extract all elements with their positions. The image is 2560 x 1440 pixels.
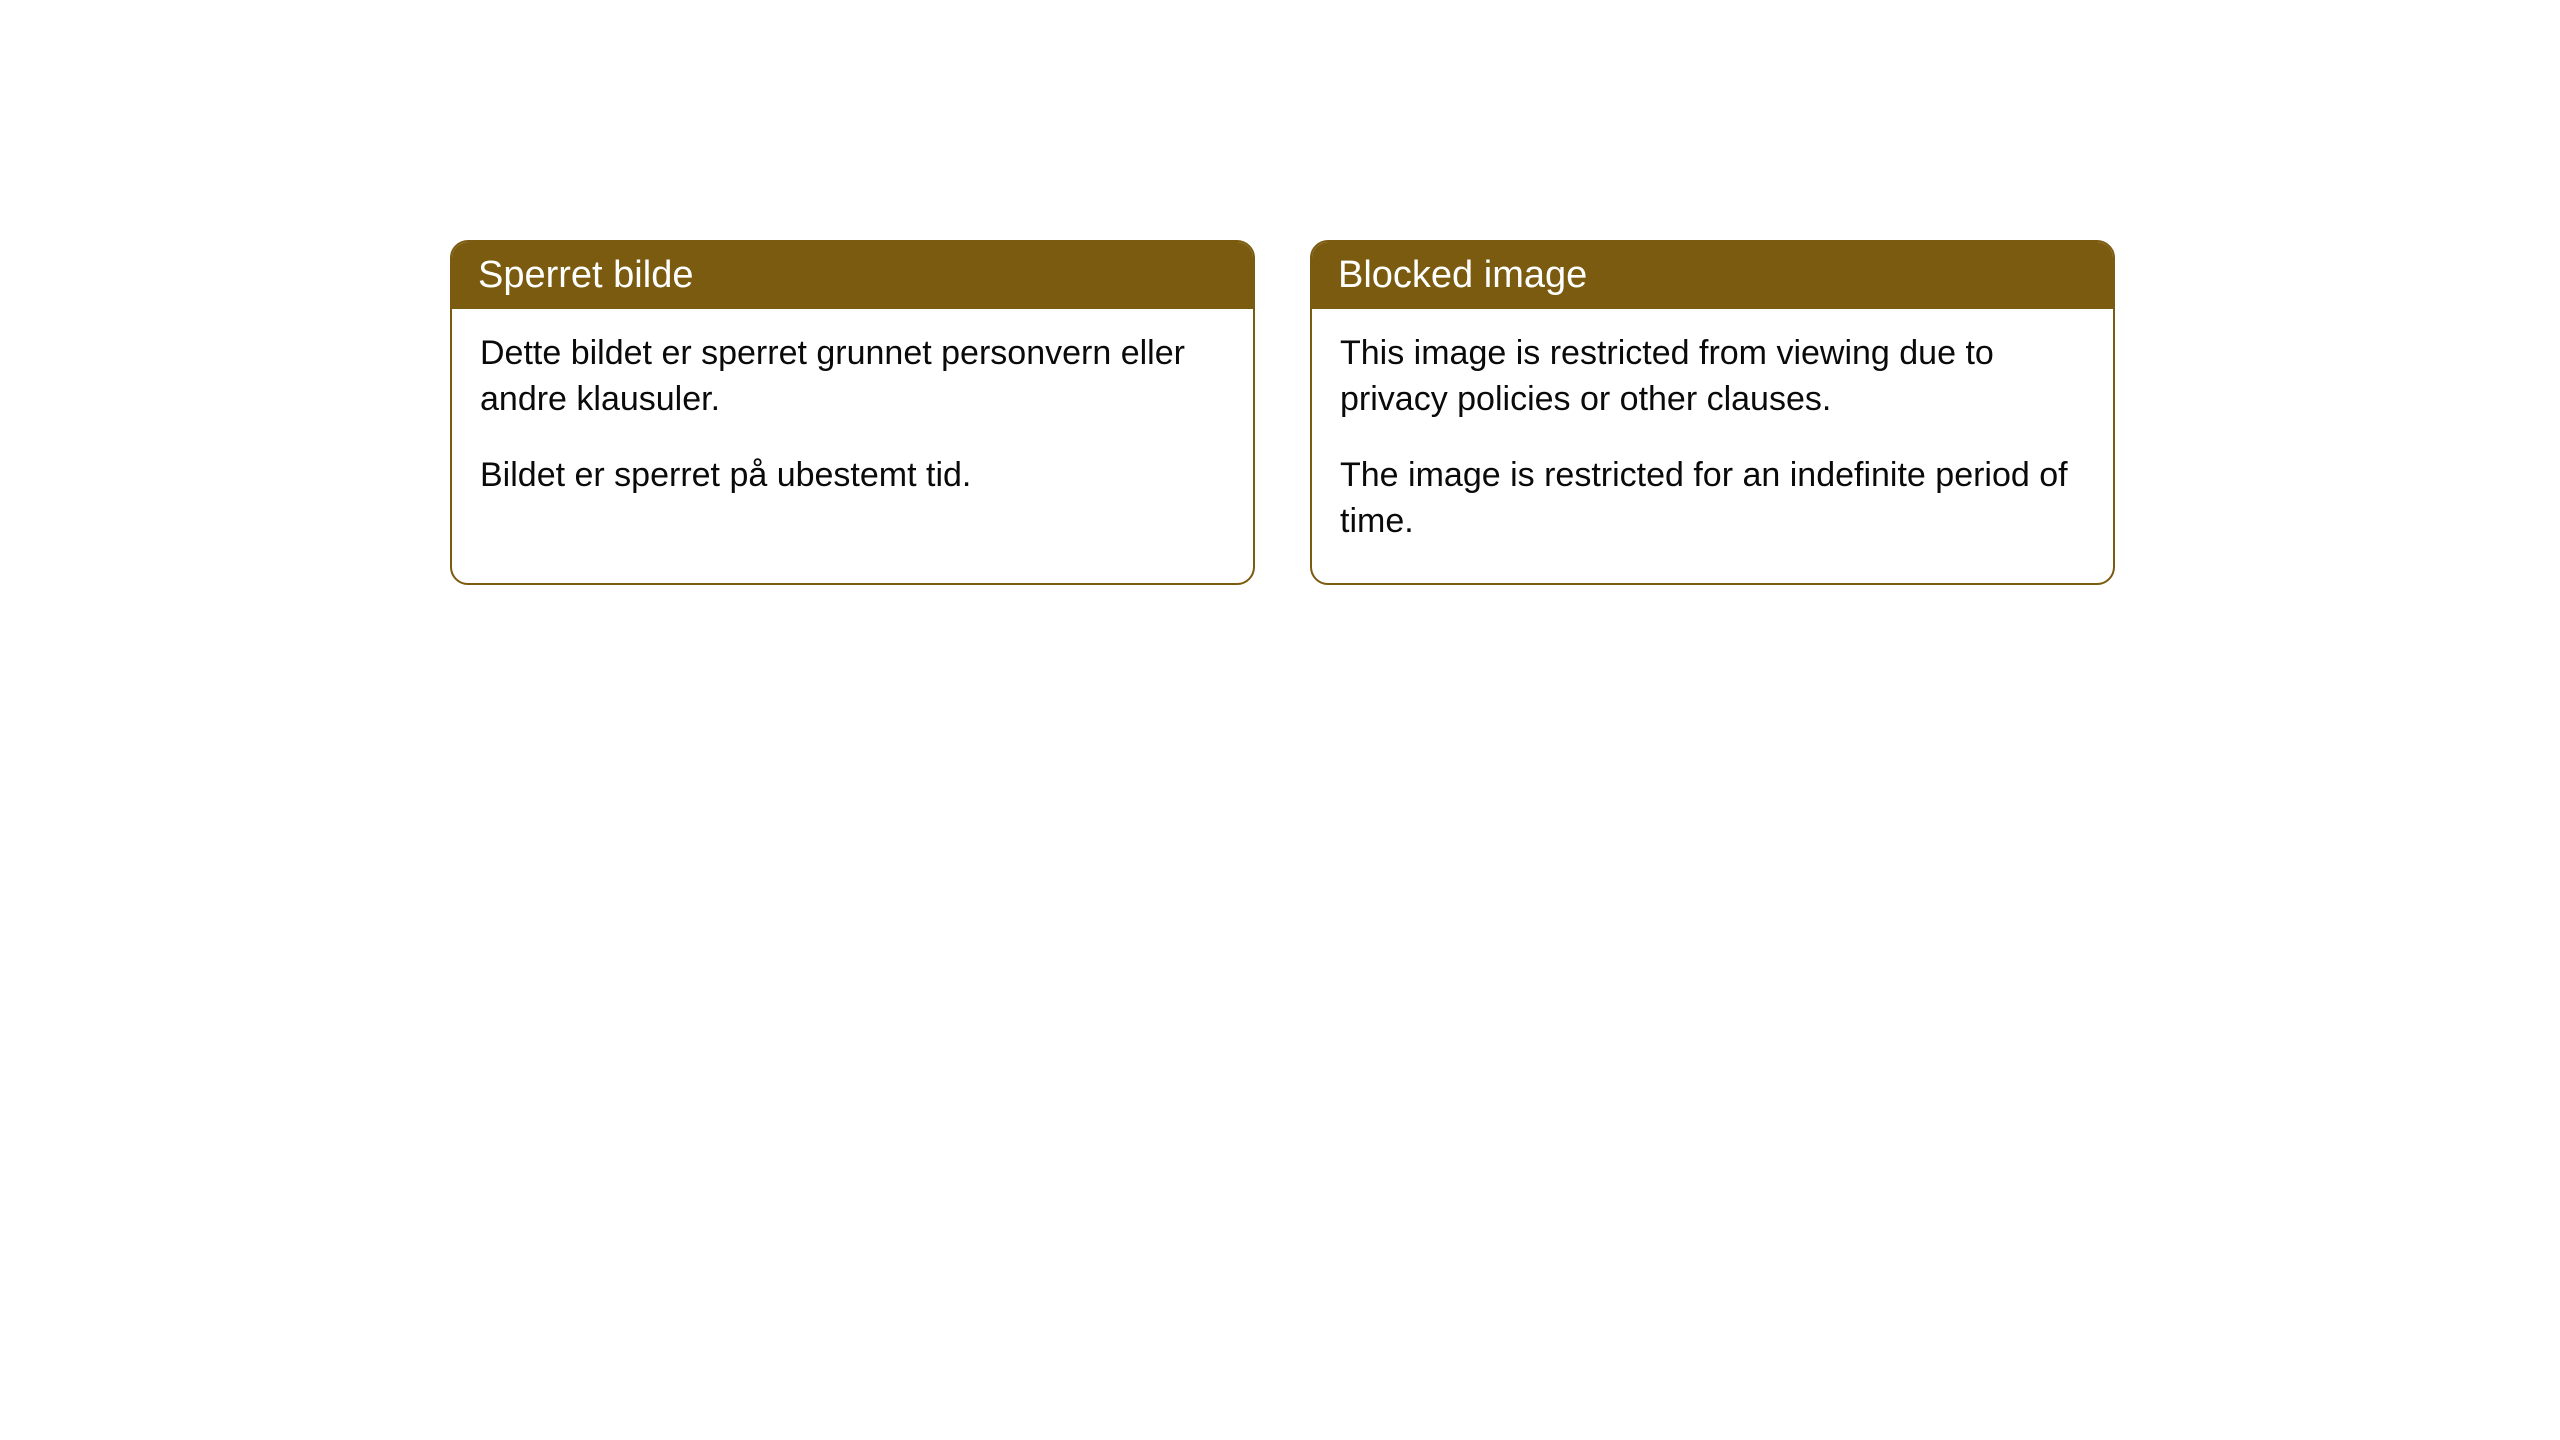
card-paragraph: Bildet er sperret på ubestemt tid. [480, 453, 1225, 499]
card-title: Sperret bilde [478, 254, 693, 296]
notice-card-norwegian: Sperret bilde Dette bildet er sperret gr… [450, 240, 1255, 585]
card-title: Blocked image [1338, 254, 1587, 296]
card-paragraph: This image is restricted from viewing du… [1340, 331, 2085, 423]
notice-cards-container: Sperret bilde Dette bildet er sperret gr… [450, 240, 2560, 585]
notice-card-english: Blocked image This image is restricted f… [1310, 240, 2115, 585]
card-body-norwegian: Dette bildet er sperret grunnet personve… [452, 309, 1253, 537]
card-header-english: Blocked image [1312, 242, 2113, 309]
card-header-norwegian: Sperret bilde [452, 242, 1253, 309]
card-paragraph: The image is restricted for an indefinit… [1340, 453, 2085, 545]
card-body-english: This image is restricted from viewing du… [1312, 309, 2113, 583]
card-paragraph: Dette bildet er sperret grunnet personve… [480, 331, 1225, 423]
